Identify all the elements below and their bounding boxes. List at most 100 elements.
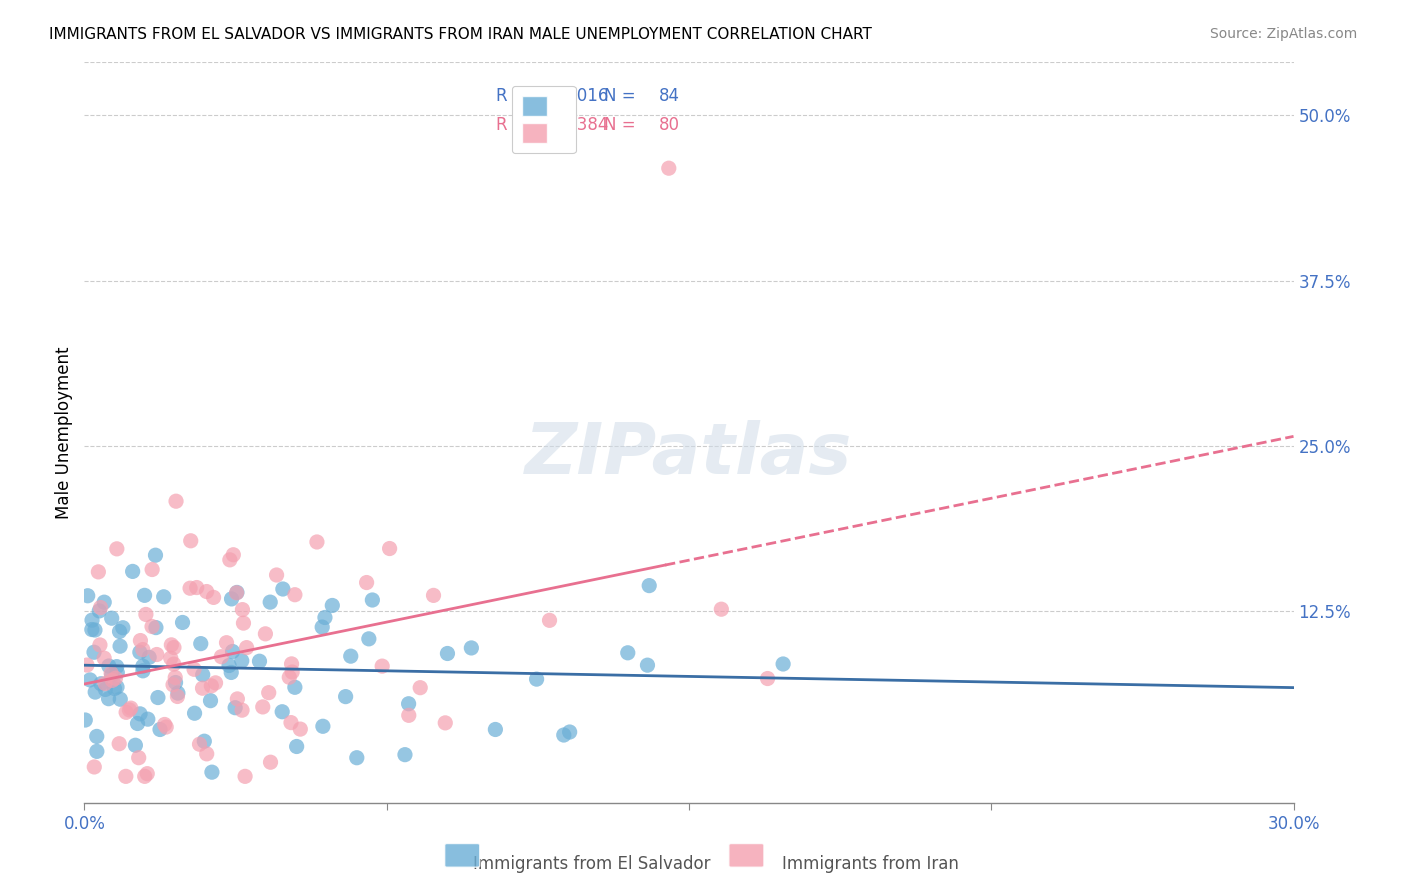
Immigrants from Iran [434, 715, 457, 730]
Immigrants from El Salvador [152, 590, 174, 604]
Immigrants from El Salvador [284, 681, 307, 695]
Immigrants from Iran [422, 588, 444, 602]
Immigrants from Iran [284, 588, 307, 602]
Immigrants from El Salvador [105, 659, 128, 673]
Immigrants from El Salvador [110, 692, 132, 706]
Text: Immigrants from El Salvador: Immigrants from El Salvador [474, 855, 711, 872]
Immigrants from Iran [218, 553, 240, 567]
Immigrants from Iran [180, 533, 202, 548]
Immigrants from Iran [129, 633, 152, 648]
Immigrants from Iran [165, 494, 187, 508]
Immigrants from Iran [153, 717, 176, 731]
Immigrants from Iran [371, 659, 394, 673]
Immigrants from El Salvador [321, 599, 343, 613]
Text: 0.016: 0.016 [562, 87, 609, 104]
Immigrants from Iran [231, 602, 253, 616]
Text: R =: R = [496, 87, 531, 104]
Immigrants from Iran [115, 706, 138, 720]
Immigrants from El Salvador [218, 658, 240, 673]
Immigrants from Iran [83, 760, 105, 774]
Immigrants from Iran [183, 662, 205, 676]
Immigrants from El Salvador [638, 579, 661, 593]
Immigrants from Iran [163, 657, 186, 672]
Immigrants from Iran [209, 649, 232, 664]
Immigrants from El Salvador [84, 623, 107, 637]
Text: R =: R = [496, 116, 531, 135]
Legend:  ,  : , [512, 86, 575, 153]
Immigrants from El Salvador [100, 668, 122, 682]
Immigrants from El Salvador [108, 624, 131, 639]
Immigrants from El Salvador [94, 682, 117, 697]
Immigrants from Iran [280, 657, 302, 671]
Immigrants from El Salvador [124, 738, 146, 752]
Immigrants from Iran [222, 548, 245, 562]
Immigrants from Iran [658, 161, 681, 176]
Immigrants from Iran [163, 640, 186, 655]
Immigrants from Iran [87, 565, 110, 579]
Immigrants from Iran [90, 600, 112, 615]
Immigrants from Iran [232, 616, 254, 631]
Immigrants from Iran [159, 651, 181, 665]
Text: 84: 84 [659, 87, 679, 104]
Immigrants from El Salvador [637, 658, 659, 673]
FancyBboxPatch shape [444, 844, 479, 867]
Immigrants from El Salvador [103, 681, 125, 696]
Immigrants from Iran [132, 642, 155, 657]
Immigrants from Iran [204, 676, 226, 690]
Immigrants from Iran [145, 648, 167, 662]
Immigrants from El Salvador [772, 657, 794, 671]
Immigrants from El Salvador [127, 716, 149, 731]
Immigrants from Iran [259, 756, 281, 770]
Immigrants from Iran [108, 737, 131, 751]
Immigrants from El Salvador [80, 613, 103, 627]
Immigrants from Iran [128, 750, 150, 764]
Immigrants from Iran [225, 586, 247, 600]
Immigrants from El Salvador [100, 611, 122, 625]
Immigrants from Iran [195, 584, 218, 599]
Immigrants from El Salvador [138, 650, 160, 665]
Immigrants from El Salvador [221, 591, 243, 606]
Immigrants from Iran [398, 708, 420, 723]
Immigrants from Iran [195, 747, 218, 761]
Immigrants from Iran [756, 672, 779, 686]
Text: Immigrants from Iran: Immigrants from Iran [782, 855, 959, 872]
Y-axis label: Male Unemployment: Male Unemployment [55, 346, 73, 519]
Immigrants from El Salvador [224, 700, 246, 714]
Immigrants from El Salvador [128, 645, 150, 659]
Immigrants from Iran [231, 703, 253, 717]
Immigrants from El Salvador [121, 565, 143, 579]
Immigrants from Iran [305, 535, 328, 549]
Immigrants from El Salvador [219, 665, 242, 680]
Immigrants from El Salvador [226, 585, 249, 599]
Immigrants from Iran [202, 591, 225, 605]
Immigrants from Iran [155, 720, 177, 734]
Text: Source: ZipAtlas.com: Source: ZipAtlas.com [1209, 27, 1357, 41]
Immigrants from Iran [710, 602, 733, 616]
Immigrants from Iran [165, 671, 187, 685]
Immigrants from El Salvador [357, 632, 380, 646]
Immigrants from Iran [280, 715, 302, 730]
Immigrants from El Salvador [75, 713, 97, 727]
Immigrants from Iran [378, 541, 401, 556]
Immigrants from Iran [233, 769, 256, 783]
Immigrants from Iran [135, 607, 157, 622]
Immigrants from El Salvador [108, 639, 131, 653]
Immigrants from El Salvador [111, 621, 134, 635]
Immigrants from Iran [89, 638, 111, 652]
Immigrants from El Salvador [76, 589, 98, 603]
Immigrants from El Salvador [193, 734, 215, 748]
Immigrants from Iran [105, 541, 128, 556]
Immigrants from Iran [141, 562, 163, 576]
Immigrants from Iran [290, 722, 312, 736]
Immigrants from El Salvador [259, 595, 281, 609]
Immigrants from El Salvador [616, 646, 638, 660]
Immigrants from El Salvador [201, 765, 224, 780]
Immigrants from El Salvador [145, 548, 167, 562]
Immigrants from El Salvador [105, 665, 128, 680]
Immigrants from Iran [188, 737, 211, 751]
Immigrants from El Salvador [79, 673, 101, 687]
Immigrants from El Salvador [83, 645, 105, 659]
Immigrants from El Salvador [136, 712, 159, 726]
Immigrants from El Salvador [190, 637, 212, 651]
Immigrants from El Salvador [314, 610, 336, 624]
